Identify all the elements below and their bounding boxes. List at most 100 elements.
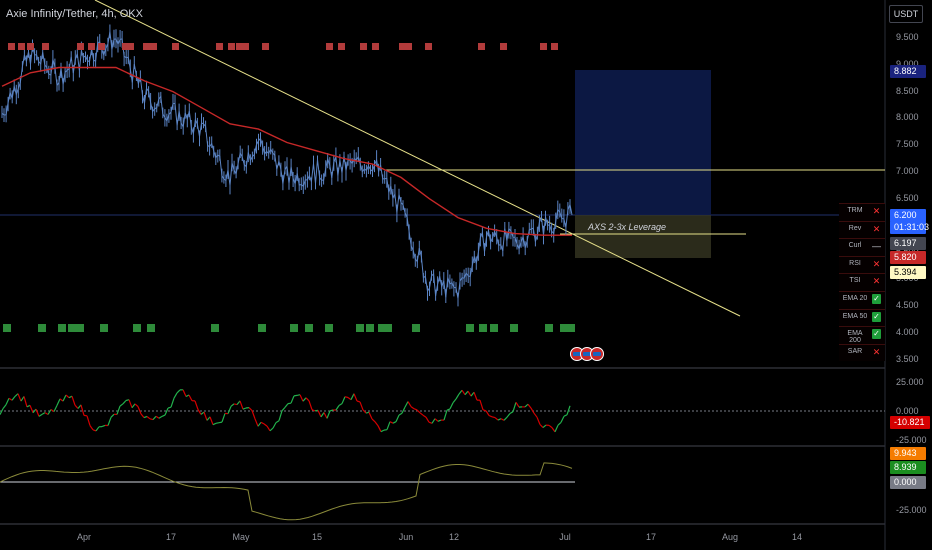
osc1-axis-label: 25.000 <box>896 377 924 387</box>
indicator-row: SAR ✕ <box>839 343 885 362</box>
indicator-status-panel: TRM ✕ Rev ✕ Curl — RSI ✕ TSI ✕ EMA 20 ✓ EMA 50 ✓ EMA 2… <box>839 203 885 362</box>
osc1-segment <box>524 403 529 408</box>
osc1-segment <box>260 421 265 425</box>
osc1-segment <box>161 414 166 417</box>
cross-icon: ✕ <box>872 346 881 357</box>
indicator-name: Curl <box>848 242 862 250</box>
indicator-row: RSI ✕ <box>839 255 885 274</box>
indicator-row: Rev ✕ <box>839 220 885 239</box>
osc1-segment <box>389 421 394 424</box>
sell-marker <box>27 43 34 50</box>
buy-marker <box>305 324 313 332</box>
osc1-segment <box>566 405 571 415</box>
price-axis-label: 9.500 <box>896 32 919 42</box>
osc1-segment <box>281 407 286 412</box>
sell-marker <box>360 43 367 50</box>
osc1-segment <box>563 414 568 417</box>
osc2-axis-label: -25.000 <box>896 505 927 515</box>
osc1-segment <box>206 416 211 421</box>
osc1-segment <box>2 404 7 409</box>
price-axis-label: 4.500 <box>896 300 919 310</box>
buy-signal-markers <box>3 324 575 332</box>
sell-marker <box>425 43 432 50</box>
osc1-segment <box>266 425 271 432</box>
osc1-segment <box>398 412 403 416</box>
osc1-segment <box>233 403 238 406</box>
osc1-segment <box>29 405 34 413</box>
chart-title: Axie Infinity/Tether, 4h, OKX <box>6 8 143 20</box>
target-zone <box>575 70 711 215</box>
osc1-segment <box>380 429 385 433</box>
oscillator-1 <box>0 389 571 433</box>
osc1-segment <box>437 419 442 422</box>
osc1-segment <box>461 389 466 396</box>
osc1-segment <box>20 396 25 402</box>
osc1-segment <box>101 424 106 428</box>
buy-marker <box>490 324 498 332</box>
osc1-segment <box>137 406 142 415</box>
price-axis-label: 3.500 <box>896 353 919 364</box>
indicator-row: TSI ✕ <box>839 273 885 291</box>
buy-marker <box>147 324 155 332</box>
osc1-segment <box>257 421 262 427</box>
sell-signal-markers <box>8 43 558 50</box>
osc1-segment <box>449 402 454 410</box>
osc1-segment <box>338 403 343 407</box>
check-icon: ✓ <box>872 293 881 304</box>
osc1-segment <box>293 394 298 397</box>
buy-marker <box>384 324 392 332</box>
indicator-name: EMA 50 <box>842 312 868 320</box>
osc1-segment <box>143 415 148 419</box>
osc1-segment <box>407 401 412 407</box>
osc1-segment <box>119 403 124 407</box>
time-axis-label: Jun <box>398 532 414 542</box>
indicator-name: Rev <box>848 224 862 232</box>
osc1-segment <box>56 398 61 406</box>
cross-icon: ✕ <box>872 276 881 287</box>
osc1-segment <box>215 422 220 424</box>
osc1-segment <box>290 395 295 404</box>
sell-marker <box>150 43 157 50</box>
osc1-segment <box>131 403 136 409</box>
osc1-segment <box>269 427 274 432</box>
currency-selector[interactable]: USDT <box>889 5 923 23</box>
price-axis-label: 7.500 <box>896 139 919 150</box>
osc1-segment <box>443 410 448 421</box>
osc1-segment <box>542 424 547 429</box>
osc1-segment <box>194 400 199 410</box>
osc1-segment <box>548 424 553 429</box>
price-axis-label: 6.500 <box>896 192 919 203</box>
osc1-segment <box>38 413 43 417</box>
buy-marker <box>211 324 219 332</box>
ema-200-line <box>1 66 572 236</box>
osc1-segment <box>185 394 190 398</box>
trade-annotation: AXS 2-3x Leverage <box>588 222 667 232</box>
osc1-segment <box>512 402 517 412</box>
osc1-segment <box>197 409 202 415</box>
osc1-segment <box>323 412 328 419</box>
osc1-segment <box>62 394 67 402</box>
osc1-segment <box>494 417 499 421</box>
osc1-segment <box>89 425 94 431</box>
sell-marker <box>42 43 49 50</box>
osc1-segment <box>32 408 37 414</box>
osc1-segment <box>404 401 409 408</box>
time-axis-label: 12 <box>448 532 460 542</box>
signal-flags <box>570 347 608 363</box>
stop-zone <box>575 215 711 258</box>
osc1-segment <box>554 424 559 433</box>
osc1-segment <box>515 401 520 408</box>
time-axis-label: Jul <box>559 532 571 542</box>
buy-marker <box>356 324 364 332</box>
dash-icon: — <box>872 241 881 252</box>
osc1-segment <box>167 406 172 409</box>
osc1-segment <box>116 405 121 415</box>
time-axis-label: 17 <box>645 532 657 542</box>
osc1-segment <box>11 396 16 401</box>
osc1-segment <box>305 397 310 402</box>
osc1-segment <box>356 400 361 403</box>
oscillator-2-line <box>0 462 573 521</box>
osc1-segment <box>149 418 154 421</box>
osc1-segment <box>92 429 97 432</box>
